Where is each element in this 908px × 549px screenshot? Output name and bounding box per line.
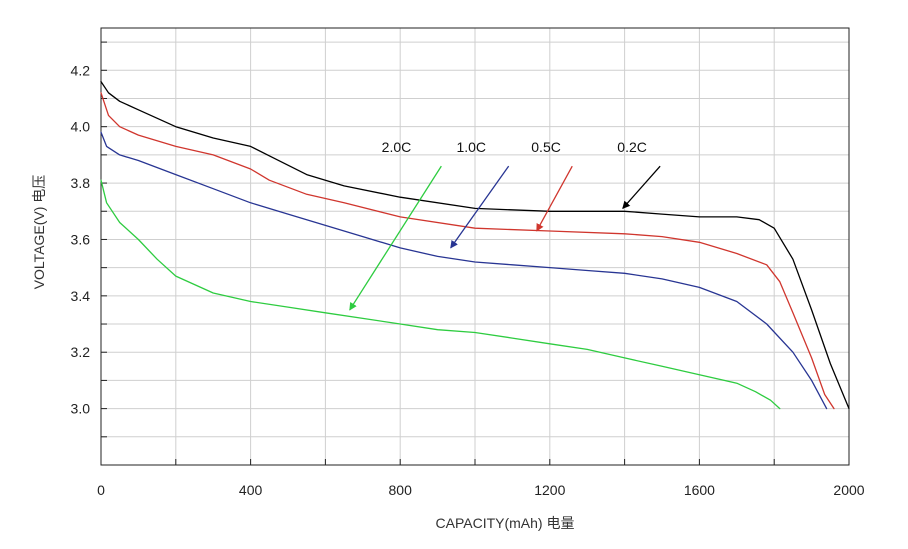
series-line-0-5c [100,92,835,410]
series-line-0-2c [100,80,850,410]
series-0-5c: 0.5C [100,92,835,410]
y-tick-label: 4.2 [71,62,91,78]
y-tick-label: 3.2 [71,344,91,360]
y-tick-label: 3.0 [71,401,91,417]
x-tick-label: 2000 [833,482,864,498]
series-1-0c: 1.0C [100,131,828,410]
y-tick-label: 3.6 [71,231,91,247]
series-line-1-0c [100,131,828,410]
series-label-2-0c: 2.0C [382,139,412,155]
series-0-2c: 0.2C [100,80,850,410]
x-tick-label: 1200 [534,482,565,498]
series-arrow-0-2c [622,165,661,210]
x-tick-label: 0 [97,482,105,498]
series-arrow-1-0c [450,165,510,249]
series-arrow-0-5c [536,165,573,232]
series-line-2-0c [100,179,781,410]
y-tick-label: 4.0 [71,119,91,135]
y-tick-label: 3.4 [71,288,91,304]
series-label-0-2c: 0.2C [617,139,647,155]
x-axis-title: CAPACITY(mAh) 电量 [436,515,575,531]
y-tick-label: 3.8 [71,175,91,191]
tick-labels: 0 400 800 1200 1600 2000 3.0 3.2 3.4 3.6 3.8 4.0 4.2 [71,62,865,498]
x-tick-label: 400 [239,482,263,498]
series-layer: 0.2C 0.5C 1.0C 2.0C [100,80,850,410]
series-arrow-2-0c [349,165,442,311]
y-axis-title: VOLTAGE(V) 电压 [31,175,47,290]
x-tick-label: 1600 [684,482,715,498]
series-label-0-5c: 0.5C [531,139,561,155]
x-tick-label: 800 [389,482,413,498]
series-2-0c: 2.0C [100,139,781,410]
series-label-1-0c: 1.0C [456,139,486,155]
